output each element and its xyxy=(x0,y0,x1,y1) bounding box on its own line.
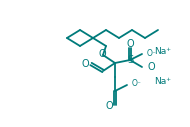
Text: Na⁺: Na⁺ xyxy=(154,77,172,86)
Text: O: O xyxy=(105,101,113,111)
Text: O: O xyxy=(81,59,89,69)
Text: O: O xyxy=(147,62,155,72)
Text: O: O xyxy=(126,39,134,49)
Text: O⁻: O⁻ xyxy=(132,80,142,89)
Text: O⁻: O⁻ xyxy=(147,49,157,58)
Text: O: O xyxy=(98,49,106,59)
Text: S: S xyxy=(127,55,133,65)
Text: Na⁺: Na⁺ xyxy=(154,47,172,57)
